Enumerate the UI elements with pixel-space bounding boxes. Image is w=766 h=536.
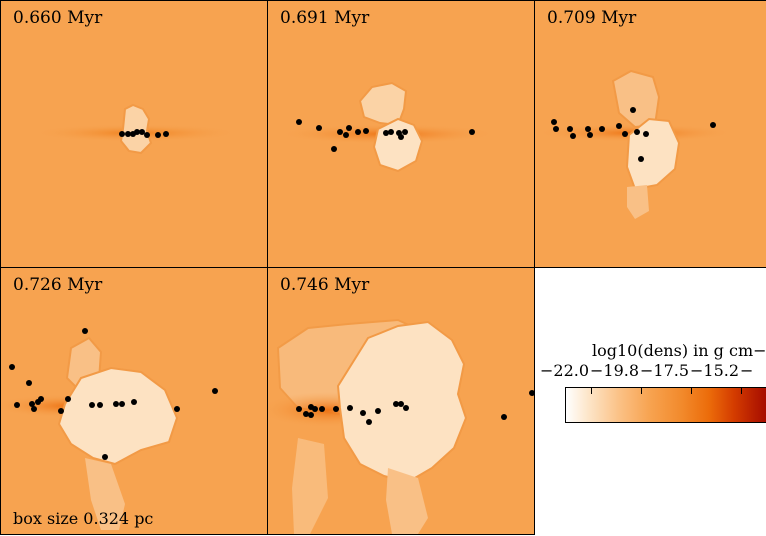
density-map-3	[535, 1, 766, 267]
colorbar-tick	[591, 388, 592, 394]
colorbar-tick-label: −19.8	[590, 361, 640, 380]
colorbar-tick	[691, 388, 692, 394]
snapshot-panel-2: 0.691 Myr	[267, 0, 535, 268]
box-size-label: box size 0.324 pc	[13, 509, 154, 528]
colorbar-title: log10(dens) in g cm−3	[592, 341, 766, 360]
density-map-4	[1, 268, 267, 534]
density-map-1	[1, 1, 267, 267]
time-label: 0.660 Myr	[13, 8, 103, 28]
snapshot-panel-1: 0.660 Myr	[0, 0, 268, 268]
snapshot-panel-3: 0.709 Myr	[534, 0, 766, 268]
density-map-5	[268, 268, 534, 534]
time-label: 0.709 Myr	[547, 8, 637, 28]
colorbar-tick-label: −	[740, 361, 754, 380]
time-label: 0.746 Myr	[280, 275, 370, 295]
time-label: 0.691 Myr	[280, 8, 370, 28]
density-map-2	[268, 1, 534, 267]
colorbar-panel: log10(dens) in g cm−3 −22.0 −19.8 −17.5 …	[535, 268, 766, 536]
time-label: 0.726 Myr	[13, 275, 103, 295]
snapshot-panel-4: 0.726 Myr box size 0.324 pc	[0, 267, 268, 535]
colorbar-gradient	[565, 387, 766, 423]
snapshot-panel-5: 0.746 Myr	[267, 267, 535, 535]
colorbar-tick	[641, 388, 642, 394]
colorbar-tick-label: −15.2	[690, 361, 740, 380]
colorbar-tick-label: −17.5	[640, 361, 690, 380]
colorbar-tick	[741, 388, 742, 394]
colorbar-tick-label: −22.0	[540, 361, 590, 380]
